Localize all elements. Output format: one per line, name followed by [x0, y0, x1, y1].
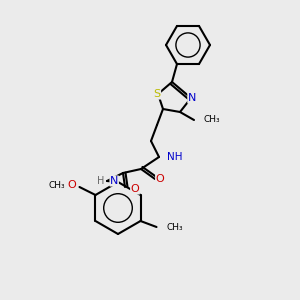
- Text: CH₃: CH₃: [49, 181, 65, 190]
- Text: N: N: [110, 176, 118, 186]
- Text: O: O: [130, 184, 140, 194]
- Text: H: H: [97, 176, 104, 186]
- Text: N: N: [188, 93, 196, 103]
- Text: NH: NH: [167, 152, 182, 162]
- Text: O: O: [68, 180, 76, 190]
- Text: CH₃: CH₃: [167, 223, 183, 232]
- Text: S: S: [153, 89, 161, 99]
- Text: CH₃: CH₃: [204, 116, 220, 124]
- Text: O: O: [156, 174, 164, 184]
